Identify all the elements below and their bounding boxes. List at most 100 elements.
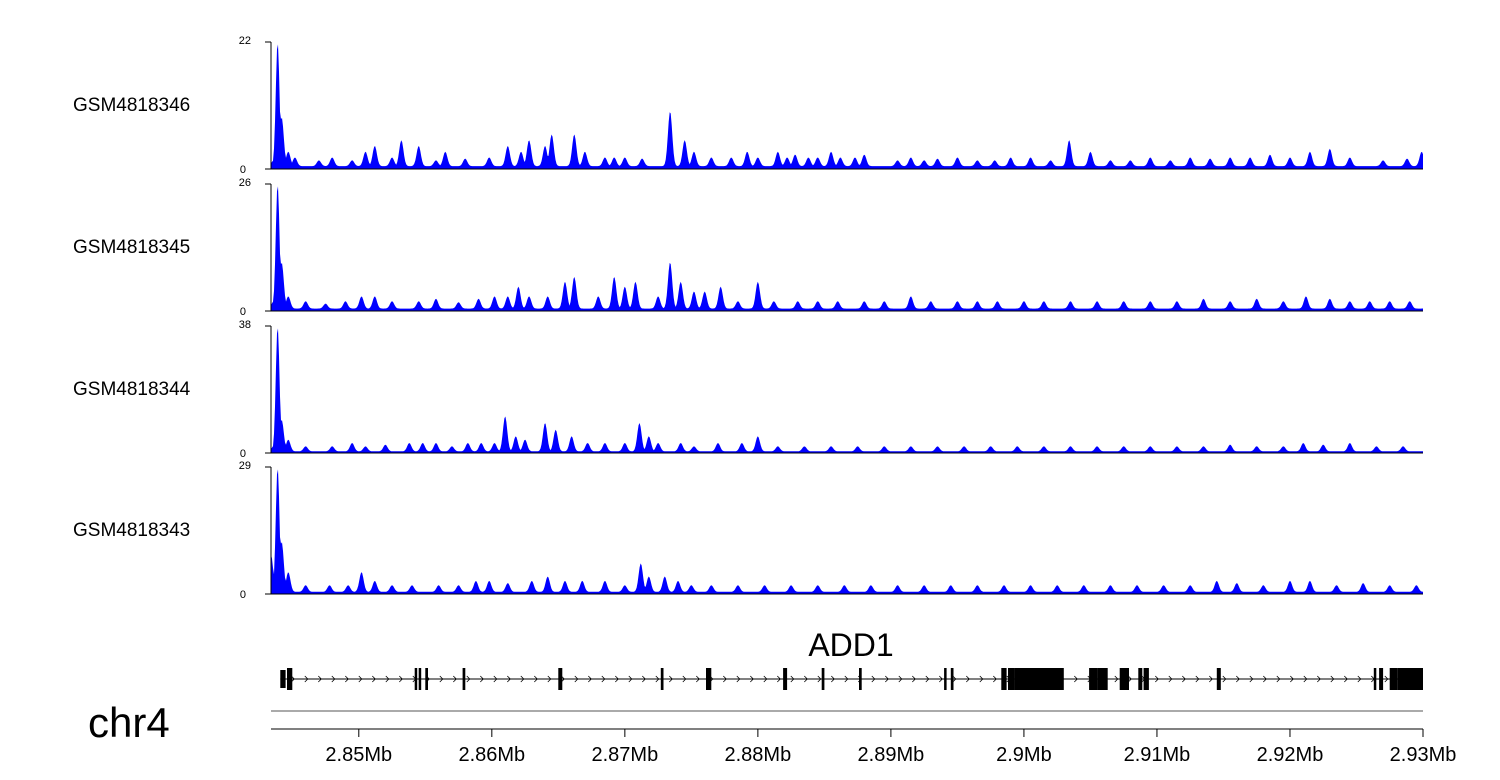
y-tick-label-max: 38: [239, 319, 251, 331]
track-GSM4818346: 22 0 GSM4818346: [73, 35, 1423, 176]
strand-arrow: [1263, 675, 1267, 683]
strand-arrow: [1357, 675, 1362, 683]
strand-arrow: [453, 675, 457, 683]
x-tick-label: 2.92Mb: [1257, 744, 1324, 766]
strand-arrow: [979, 675, 984, 683]
strand-arrow: [493, 675, 498, 683]
gene-track: ADD1: [280, 627, 1423, 690]
exon-block: [1138, 668, 1143, 690]
strand-arrow: [615, 675, 619, 683]
strand-arrow: [925, 675, 930, 683]
strand-arrow: [871, 675, 876, 683]
strand-arrow: [345, 675, 349, 683]
strand-arrow: [466, 675, 471, 683]
strand-arrow: [439, 675, 444, 683]
exon-block: [1119, 668, 1129, 690]
signal-area: [271, 328, 1423, 453]
track-name-label: GSM4818344: [73, 379, 191, 400]
strand-arrow: [399, 675, 403, 683]
strand-arrow: [1155, 675, 1159, 683]
strand-arrow: [1182, 675, 1186, 683]
exon-block: [280, 670, 286, 688]
strand-arrow: [682, 675, 687, 683]
y-tick-label-zero: 0: [240, 306, 246, 318]
strand-arrow: [601, 675, 606, 683]
strand-arrow: [844, 675, 849, 683]
exon-block: [1379, 668, 1384, 690]
x-tick-label: 2.85Mb: [325, 744, 392, 766]
strand-arrow: [642, 675, 646, 683]
y-tick-label-zero: 0: [240, 589, 246, 601]
exon-block: [1216, 668, 1221, 690]
x-tick-label: 2.86Mb: [458, 744, 525, 766]
strand-arrow: [588, 675, 592, 683]
strand-arrow: [1209, 675, 1213, 683]
strand-arrow: [1074, 675, 1078, 683]
strand-arrow: [966, 675, 970, 683]
strand-arrow: [1236, 675, 1240, 683]
strand-arrow: [723, 675, 727, 683]
track-GSM4818345: 26 0 GSM4818345: [73, 177, 1423, 318]
exon-block: [425, 668, 428, 690]
strand-arrow: [1303, 675, 1308, 683]
strand-arrow: [817, 675, 822, 683]
x-tick-label: 2.89Mb: [858, 744, 925, 766]
strand-arrow: [372, 675, 376, 683]
exon-block: [1397, 668, 1423, 690]
strand-arrow: [480, 675, 484, 683]
strand-arrow: [1290, 675, 1294, 683]
exon-block: [1373, 668, 1377, 690]
y-tick-label-max: 22: [239, 35, 251, 47]
x-tick-label: 2.93Mb: [1390, 744, 1457, 766]
strand-arrow: [1195, 675, 1200, 683]
strand-arrow: [1276, 675, 1281, 683]
exon-block: [859, 668, 862, 690]
strand-arrow: [1222, 675, 1227, 683]
exon-block: [414, 668, 418, 690]
y-tick-label-max: 29: [239, 460, 251, 472]
signal-tracks: 220GSM4818346260GSM4818345380GSM48183442…: [73, 35, 1423, 601]
exon-block: [944, 668, 947, 690]
exon-block: [1008, 668, 1015, 690]
strand-arrow: [885, 675, 889, 683]
x-tick-label: 2.91Mb: [1124, 744, 1191, 766]
exon-block: [1143, 668, 1149, 690]
signal-area: [271, 186, 1423, 311]
strand-arrow: [750, 675, 754, 683]
strand-arrow: [1384, 675, 1389, 683]
strand-arrow: [696, 675, 700, 683]
exon-block: [558, 668, 563, 690]
strand-arrow: [331, 675, 336, 683]
strand-arrow: [1330, 675, 1335, 683]
y-tick-label-zero: 0: [240, 164, 246, 176]
strand-arrow: [574, 675, 579, 683]
strand-arrow: [385, 675, 390, 683]
strand-arrow: [790, 675, 795, 683]
exon-block: [706, 668, 712, 690]
strand-arrow: [831, 675, 835, 683]
strand-arrow: [1249, 675, 1254, 683]
strand-arrow: [628, 675, 633, 683]
strand-arrow: [318, 675, 322, 683]
track-GSM4818343: 29 0 GSM4818343: [73, 460, 1423, 601]
strand-arrow: [736, 675, 741, 683]
exon-block: [660, 668, 664, 690]
strand-arrow: [898, 675, 903, 683]
track-name-label: GSM4818346: [73, 95, 190, 116]
x-tick-label: 2.9Mb: [996, 744, 1052, 766]
chromosome-label: chr4: [88, 699, 170, 746]
strand-arrow: [763, 675, 768, 683]
x-tick-label: 2.87Mb: [591, 744, 658, 766]
genomic-axis: chr4 2.85Mb 2.86Mb 2.87Mb 2.88Mb 2.89Mb 2.9Mb…: [88, 699, 1456, 766]
gene-name-label: ADD1: [808, 627, 893, 663]
y-tick-label-zero: 0: [240, 448, 246, 460]
strand-arrow: [669, 675, 673, 683]
strand-arrow: [358, 675, 363, 683]
strand-arrow: [777, 675, 781, 683]
strand-arrow: [507, 675, 511, 683]
track-name-label: GSM4818345: [73, 237, 190, 258]
signal-area: [271, 469, 1423, 594]
strand-arrow: [655, 675, 660, 683]
strand-arrow: [952, 675, 957, 683]
track-GSM4818344: 38 0 GSM4818344: [73, 319, 1423, 460]
